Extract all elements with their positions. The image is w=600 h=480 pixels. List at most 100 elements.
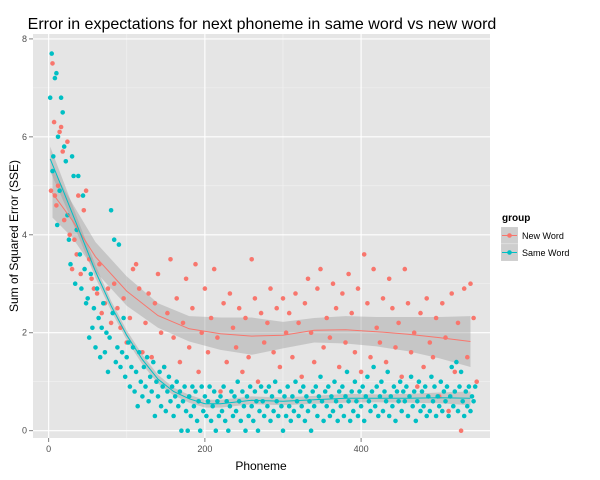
x-tick-label: 200: [197, 444, 212, 454]
new-word-point: [455, 320, 461, 326]
new-word-point: [424, 296, 430, 301]
same-word-point: [444, 384, 450, 389]
same-word-point: [216, 413, 222, 419]
same-word-point: [197, 428, 203, 434]
new-word-point: [180, 320, 186, 326]
same-word-point: [88, 271, 94, 277]
same-word-point: [452, 389, 458, 394]
same-word-point: [277, 389, 283, 394]
new-word-point: [174, 296, 179, 301]
new-word-point: [255, 379, 261, 385]
new-word-point: [155, 271, 161, 277]
same-word-point: [50, 168, 55, 174]
same-word-point: [429, 374, 434, 380]
same-word-point: [255, 428, 261, 434]
same-word-point: [416, 379, 422, 385]
same-word-point: [301, 384, 306, 389]
same-word-point: [463, 389, 469, 394]
new-word-point: [308, 330, 314, 336]
legend-label-same-word: Same Word: [522, 248, 569, 258]
y-tick-label: 6: [22, 132, 27, 142]
new-word-point: [246, 354, 251, 360]
same-word-point: [443, 399, 448, 404]
same-word-point: [47, 95, 53, 100]
same-word-point: [80, 193, 86, 198]
same-word-point: [258, 384, 264, 389]
same-word-point: [77, 252, 83, 257]
new-word-point: [105, 286, 111, 291]
same-word-point: [344, 369, 350, 375]
same-word-point: [469, 394, 475, 399]
same-word-point: [343, 394, 348, 399]
same-word-point: [91, 305, 97, 311]
same-word-point: [394, 389, 400, 394]
same-word-point: [286, 403, 292, 409]
same-word-point: [401, 389, 406, 394]
new-word-point: [121, 296, 126, 301]
same-word-point: [157, 369, 162, 375]
new-word-point: [224, 359, 229, 365]
same-word-point: [365, 374, 370, 380]
same-word-point: [207, 384, 212, 389]
same-word-point: [226, 428, 231, 434]
same-word-point: [54, 222, 60, 228]
same-word-point: [282, 394, 287, 399]
same-word-point: [166, 374, 172, 380]
same-word-point: [96, 315, 101, 321]
same-word-point: [283, 413, 289, 419]
new-word-smooth-line: [52, 192, 471, 342]
data-points: [47, 51, 480, 434]
same-word-point: [347, 418, 353, 424]
same-word-point: [191, 403, 197, 409]
same-word-point: [408, 374, 414, 380]
new-word-point: [146, 291, 151, 296]
y-tick-label: 2: [22, 328, 27, 338]
new-word-point: [277, 364, 283, 370]
same-word-point: [336, 389, 342, 394]
same-word-point: [63, 159, 69, 164]
new-word-point: [48, 188, 54, 193]
new-word-point: [361, 252, 367, 257]
same-word-point: [333, 399, 339, 404]
legend-key-point: [507, 250, 512, 255]
same-word-point: [168, 399, 173, 404]
same-word-point: [218, 394, 223, 399]
same-word-point: [151, 359, 156, 365]
same-word-point: [346, 399, 351, 404]
new-word-point: [215, 335, 220, 340]
new-word-point: [76, 193, 81, 198]
same-word-point: [97, 354, 103, 360]
new-word-point: [283, 330, 289, 336]
new-word-point: [190, 305, 195, 311]
same-word-point: [326, 384, 331, 389]
new-word-point: [299, 374, 305, 380]
new-word-point: [58, 124, 64, 130]
new-word-point: [252, 296, 258, 301]
same-word-point: [251, 418, 256, 424]
new-word-point: [202, 286, 208, 291]
same-word-point: [410, 403, 416, 409]
new-word-point: [271, 350, 276, 355]
new-word-point: [296, 320, 301, 326]
legend: group New Word Same Word: [500, 213, 569, 262]
same-word-point: [280, 428, 286, 434]
same-word-point: [227, 403, 233, 409]
same-word-point: [69, 154, 75, 159]
y-tick-label: 8: [22, 34, 27, 44]
same-word-point: [254, 399, 259, 404]
new-word-point: [421, 364, 426, 370]
same-word-point: [399, 408, 405, 414]
new-word-point: [371, 266, 376, 272]
new-word-point: [430, 354, 436, 360]
same-word-point: [290, 394, 295, 399]
same-word-point: [121, 315, 126, 321]
new-word-point: [89, 276, 94, 282]
new-word-point: [240, 369, 245, 375]
new-word-point: [50, 61, 55, 66]
same-word-point: [244, 394, 250, 399]
same-word-point: [165, 389, 170, 394]
same-word-point: [49, 51, 54, 56]
new-word-point: [346, 271, 351, 277]
new-word-point: [315, 286, 320, 291]
new-word-point: [261, 340, 267, 345]
